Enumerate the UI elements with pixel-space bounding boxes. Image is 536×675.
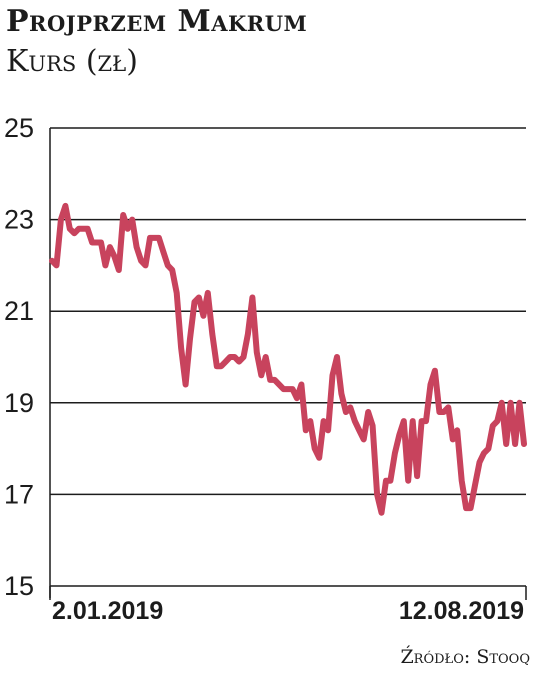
chart-title: Projprzem Makrum — [6, 4, 308, 39]
y-tick-label: 17 — [4, 479, 34, 509]
y-tick-label: 15 — [4, 571, 34, 601]
price-series-line — [49, 202, 527, 516]
y-tick-label: 21 — [4, 296, 34, 326]
x-tick-label: 12.08.2019 — [399, 597, 524, 625]
source-note: Źródło: Stooq — [400, 646, 530, 668]
chart-subtitle: Kurs (zł) — [6, 44, 138, 79]
y-tick-label: 19 — [4, 388, 34, 418]
x-tick-label: 2.01.2019 — [52, 597, 163, 625]
y-tick-label: 23 — [4, 205, 34, 235]
y-tick-label: 25 — [4, 113, 34, 143]
